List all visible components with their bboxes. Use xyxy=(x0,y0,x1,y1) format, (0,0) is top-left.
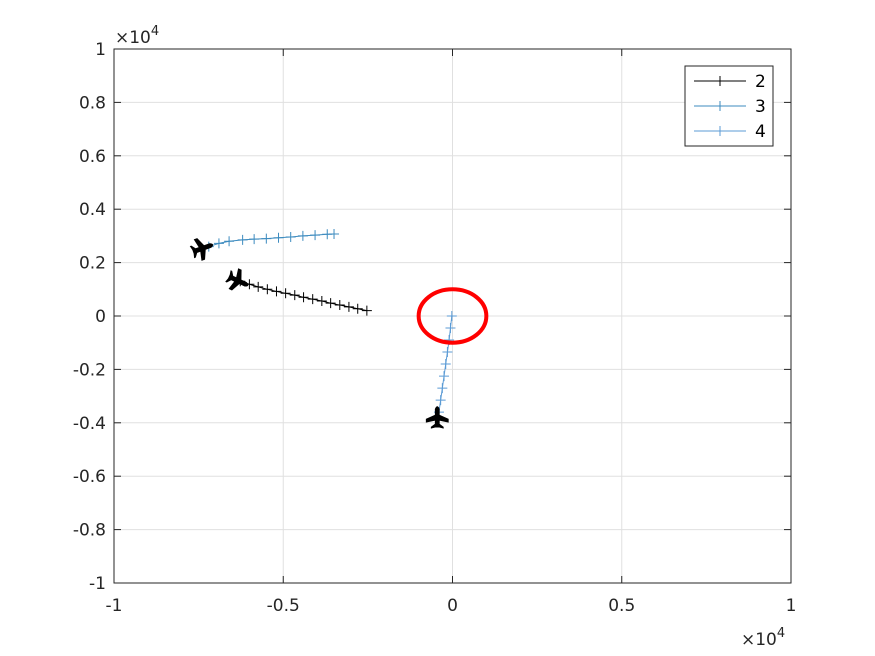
series-point-3 xyxy=(285,231,296,242)
series-point-3 xyxy=(297,230,308,241)
highlight-circle xyxy=(416,287,489,345)
aircraft-layer xyxy=(189,238,449,429)
legend-marker-2 xyxy=(715,76,725,86)
tick-marks xyxy=(113,48,792,584)
series-point-2 xyxy=(271,286,282,297)
series-layer xyxy=(203,229,457,418)
legend: 2 3 4 xyxy=(684,65,774,147)
y-tick-label: 0.6 xyxy=(79,147,106,167)
y-tick-label: 0.4 xyxy=(79,200,106,220)
series-point-3 xyxy=(237,234,248,245)
series-point-2 xyxy=(334,300,345,311)
series-point-2 xyxy=(253,281,264,292)
series-point-2 xyxy=(316,296,327,307)
tick-labels: -1 -0.5 0 0.5 1 -1 -0.8 -0.6 -0.4 -0.2 0 0.2 0.4 0.6 0… xyxy=(73,40,797,616)
series-point-2 xyxy=(298,292,309,303)
legend-label-4: 4 xyxy=(755,122,766,142)
series-point-4 xyxy=(435,395,446,406)
series-point-2 xyxy=(289,290,300,301)
legend-label-2: 2 xyxy=(755,72,766,92)
y-tick-label: -0.6 xyxy=(73,467,106,487)
series-point-3 xyxy=(273,232,284,243)
y-tick-label: 0.2 xyxy=(79,254,106,274)
series-point-4 xyxy=(445,323,456,334)
series-point-2 xyxy=(343,301,354,312)
x-tick-label: 1 xyxy=(786,596,797,616)
y-tick-label: -0.2 xyxy=(73,360,106,380)
series-point-2 xyxy=(352,303,363,314)
series-point-4 xyxy=(440,359,451,370)
series-point-2 xyxy=(361,305,372,316)
series-point-2 xyxy=(307,294,318,305)
series-point-2 xyxy=(262,284,273,295)
series-point-3 xyxy=(261,233,272,244)
series-point-3 xyxy=(224,236,235,247)
series-point-3 xyxy=(213,238,224,249)
series-point-2 xyxy=(325,298,336,309)
y-tick-label: 0.8 xyxy=(79,93,106,113)
y-tick-label: 1 xyxy=(95,40,106,60)
x-exponent-label: ×104 xyxy=(741,626,785,650)
series-point-2 xyxy=(280,288,291,299)
y-tick-label: -0.8 xyxy=(73,521,106,541)
series-point-4 xyxy=(446,311,457,321)
legend-marker-3 xyxy=(715,101,725,111)
airplane-icon xyxy=(425,406,449,429)
airplane-icon xyxy=(189,238,214,261)
y-tick-label: -1 xyxy=(89,574,106,594)
legend-marker-4 xyxy=(715,126,725,136)
series-point-3 xyxy=(249,234,260,245)
x-tick-label: -1 xyxy=(106,596,123,616)
y-tick-label: 0 xyxy=(95,307,106,327)
x-tick-label: 0 xyxy=(447,596,458,616)
series-point-3 xyxy=(310,230,321,241)
series-point-4 xyxy=(442,347,453,358)
x-tick-label: 0.5 xyxy=(608,596,635,616)
series-point-4 xyxy=(437,383,448,394)
series-point-4 xyxy=(439,371,450,382)
x-tick-label: -0.5 xyxy=(267,596,300,616)
y-exponent-label: ×104 xyxy=(115,24,159,48)
legend-label-3: 3 xyxy=(755,97,766,117)
series-point-3 xyxy=(329,229,340,240)
airplane-icon xyxy=(225,268,249,291)
y-tick-label: -0.4 xyxy=(73,414,106,434)
